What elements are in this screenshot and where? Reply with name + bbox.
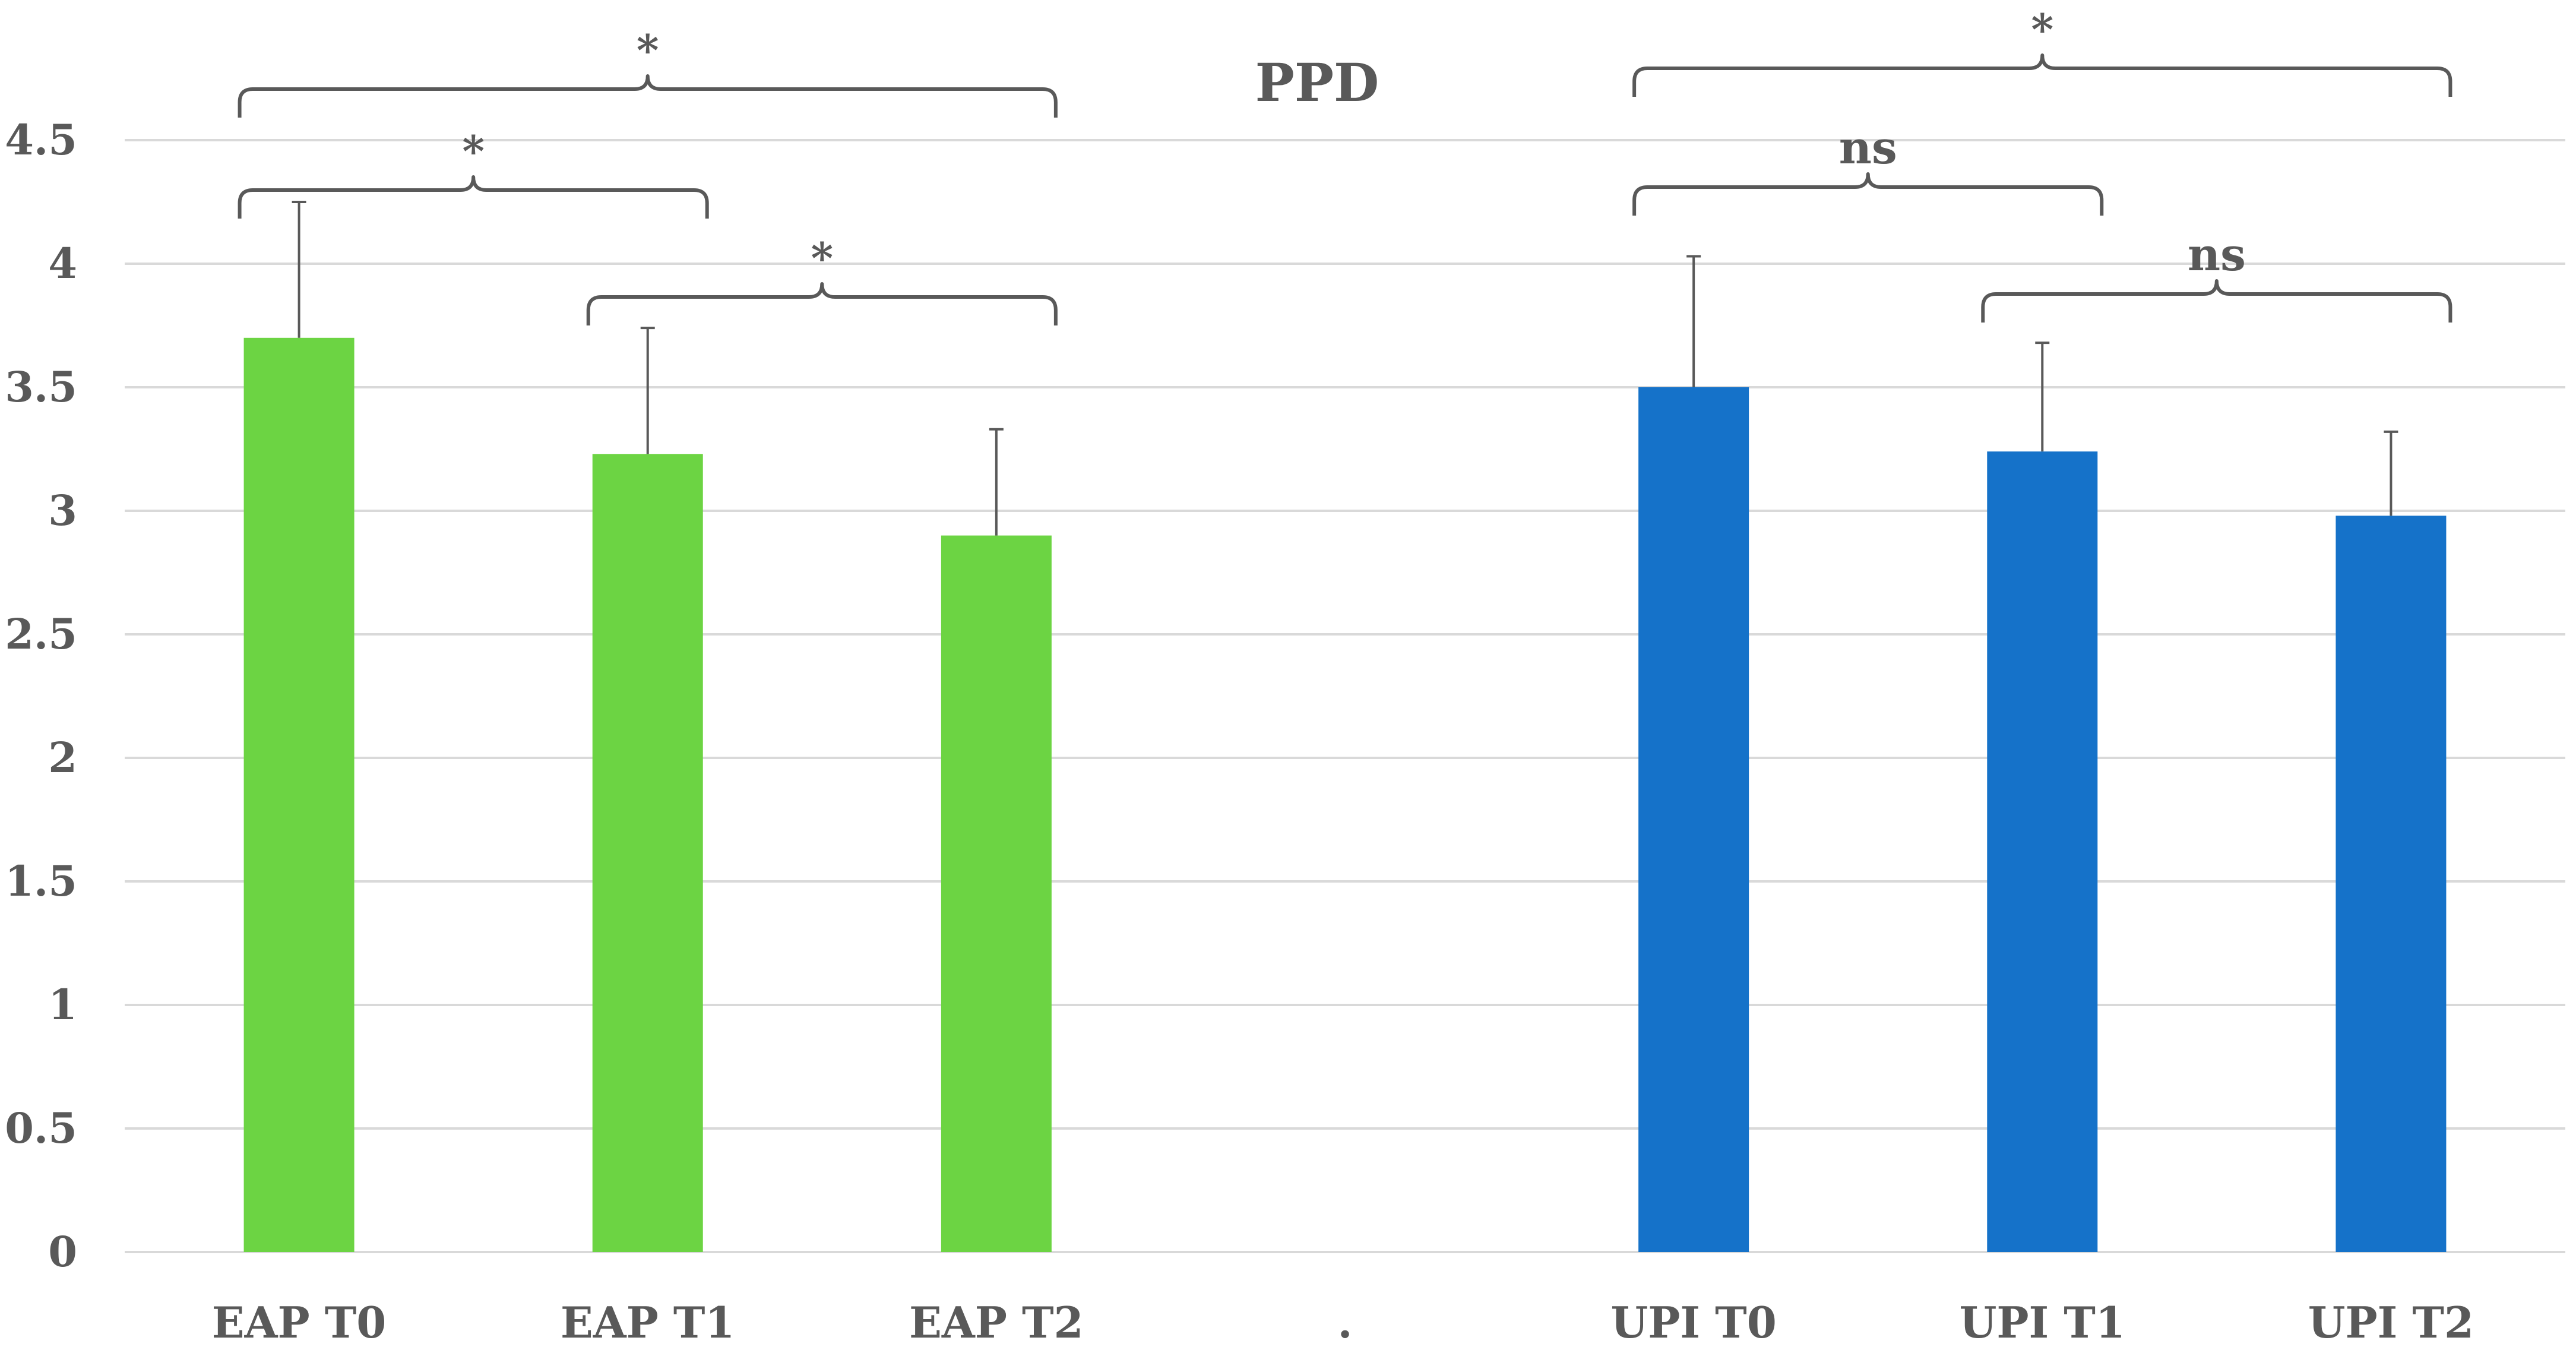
gridlines <box>125 139 2565 1253</box>
y-tick-label: 4.5 <box>5 115 77 165</box>
bar <box>1638 387 1749 1252</box>
y-axis-ticks: 0 0.5 1 1.5 2 2.5 3 3.5 4 4.5 <box>5 115 77 1276</box>
y-tick-label: 1.5 <box>5 856 77 906</box>
significance-brackets: * * * * ns ns <box>238 4 2452 325</box>
bars <box>243 337 2447 1253</box>
category-label: UPI T1 <box>1960 1297 2125 1348</box>
category-label: EAP T2 <box>909 1297 1084 1348</box>
significance-bracket <box>1632 53 2452 97</box>
bar <box>941 535 1052 1252</box>
y-tick-label: 1 <box>48 980 77 1029</box>
y-tick-label: 2.5 <box>5 609 77 659</box>
bar <box>1987 451 2098 1253</box>
chart-title: PPD <box>1255 52 1379 113</box>
significance-label: * <box>811 233 833 283</box>
significance-bracket <box>238 74 1058 118</box>
significance-bracket <box>238 175 709 219</box>
y-tick-label: 0 <box>48 1227 77 1276</box>
y-tick-label: 3.5 <box>5 362 77 412</box>
bar <box>592 454 703 1252</box>
error-bars <box>292 201 2398 536</box>
category-label: UPI T0 <box>1610 1297 1776 1348</box>
significance-bracket <box>1981 279 2452 323</box>
y-tick-label: 2 <box>48 733 77 782</box>
significance-label: * <box>462 126 485 176</box>
y-tick-label: 0.5 <box>5 1104 77 1153</box>
significance-label: ns <box>2188 228 2246 281</box>
y-tick-label: 4 <box>48 239 77 288</box>
category-label: . <box>1337 1297 1352 1348</box>
y-tick-label: 3 <box>48 486 77 535</box>
significance-bracket <box>1632 172 2104 216</box>
significance-bracket <box>586 282 1058 325</box>
significance-label: ns <box>1839 121 1897 174</box>
bar <box>2336 516 2447 1252</box>
significance-label: * <box>2031 4 2053 55</box>
category-label: UPI T2 <box>2308 1297 2474 1348</box>
bar <box>243 337 355 1252</box>
significance-label: * <box>637 25 659 75</box>
x-axis-labels: EAP T0 EAP T1 EAP T2. UPI T0 UPI T1 UPI T2 <box>212 1297 2474 1348</box>
category-label: EAP T1 <box>561 1297 735 1348</box>
category-label: EAP T0 <box>212 1297 387 1348</box>
